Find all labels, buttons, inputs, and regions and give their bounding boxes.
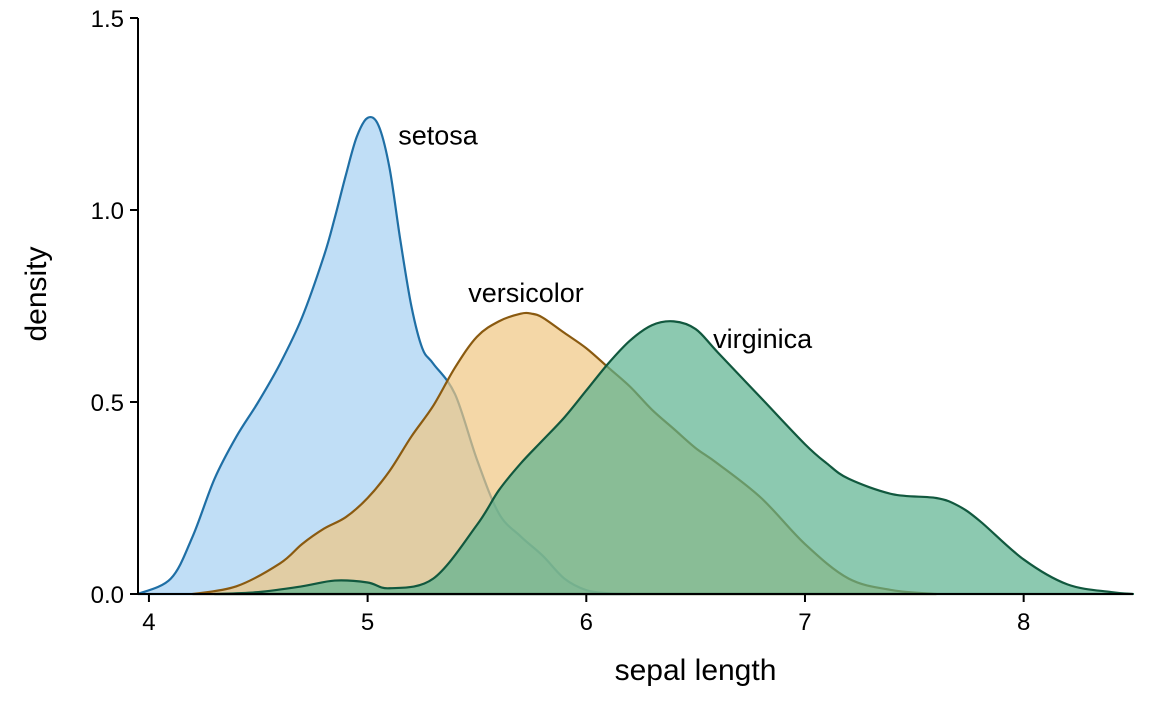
density-area-virginica — [213, 320, 1135, 596]
series-label-setosa: setosa — [398, 121, 479, 151]
y-tick-label: 1.5 — [91, 6, 124, 33]
x-tick-label: 8 — [1017, 609, 1030, 636]
y-axis-title: density — [20, 246, 53, 341]
series-labels: setosa versicolor virginica — [398, 121, 813, 355]
x-axis-title: sepal length — [615, 654, 777, 687]
y-tick-label: 1.0 — [91, 198, 124, 225]
x-tick-label: 6 — [580, 609, 593, 636]
series-label-virginica: virginica — [713, 324, 813, 354]
axes — [137, 18, 1133, 595]
x-tick-label: 4 — [142, 609, 155, 636]
y-ticks: 0.0 0.5 1.0 1.5 — [91, 6, 138, 609]
x-tick-label: 7 — [798, 609, 811, 636]
x-tick-label: 5 — [361, 609, 374, 636]
x-ticks: 4 5 6 7 8 — [142, 594, 1030, 636]
y-tick-label: 0.5 — [91, 390, 124, 417]
density-areas — [136, 115, 1135, 596]
series-label-versicolor: versicolor — [468, 278, 584, 308]
y-tick-label: 0.0 — [91, 582, 124, 609]
